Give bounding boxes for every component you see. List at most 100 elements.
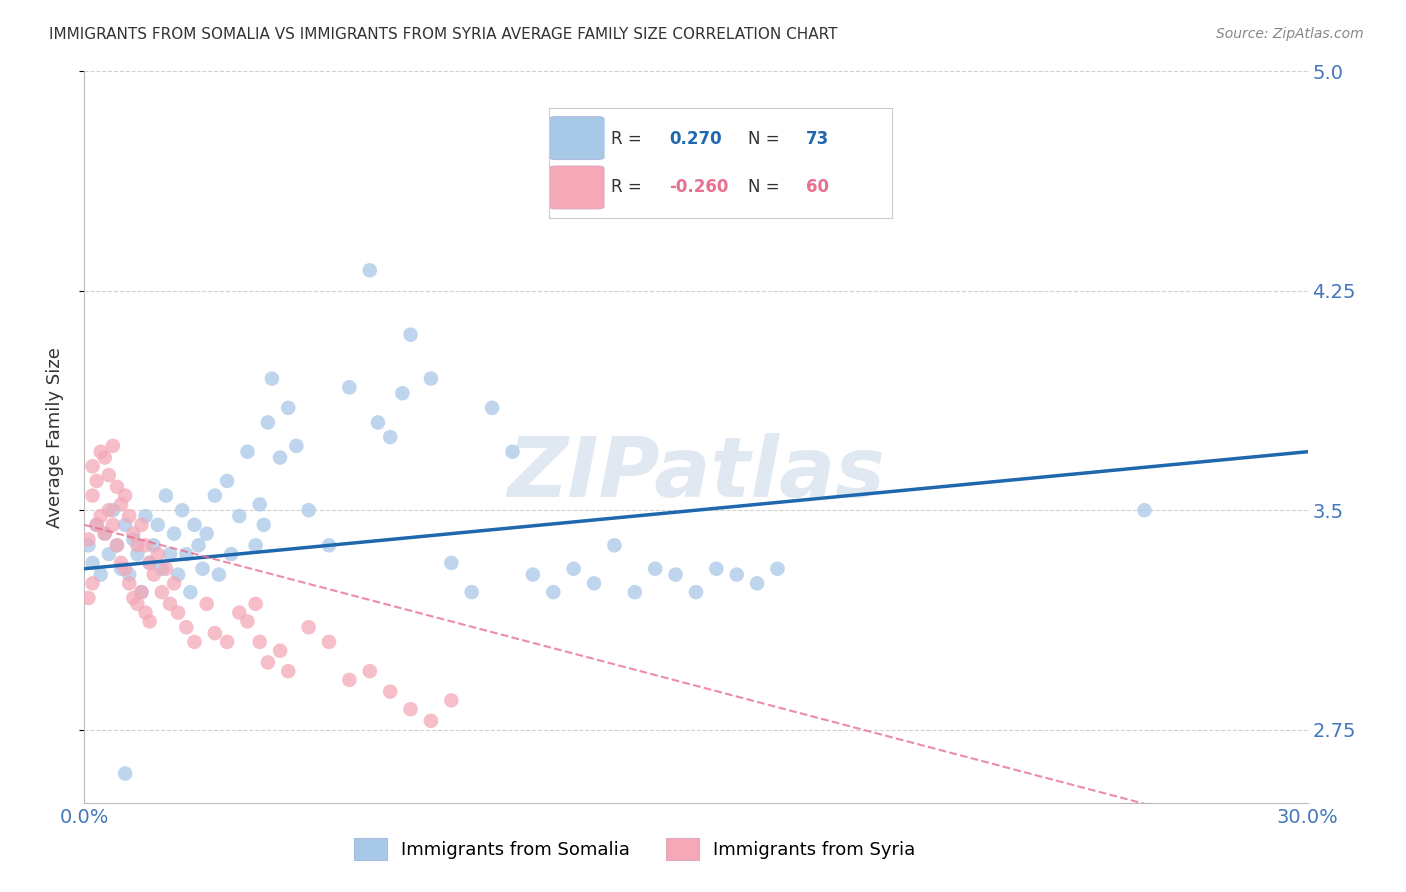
Point: [167, 567, 190, 582]
Point: [101, 517, 124, 532]
Point: [339, 380, 361, 394]
Point: [131, 517, 153, 532]
Point: [93, 526, 115, 541]
Point: [135, 606, 157, 620]
Point: [391, 386, 413, 401]
Point: [135, 509, 157, 524]
Point: [118, 567, 141, 582]
Point: [269, 450, 291, 465]
Point: [82, 459, 104, 474]
Point: [583, 576, 606, 591]
Point: [127, 597, 149, 611]
Point: [665, 567, 688, 582]
Point: [706, 562, 728, 576]
Point: [298, 620, 321, 634]
Point: [603, 538, 626, 552]
Point: [420, 714, 443, 728]
Point: [399, 702, 422, 716]
Point: [502, 444, 524, 458]
Point: [440, 693, 463, 707]
Point: [93, 450, 115, 465]
Point: [543, 585, 565, 599]
Point: [82, 576, 104, 591]
Point: [380, 430, 402, 444]
Point: [195, 526, 218, 541]
Point: [183, 635, 205, 649]
Text: ZIPatlas: ZIPatlas: [508, 434, 884, 514]
Point: [195, 597, 218, 611]
Point: [131, 585, 153, 599]
Point: [110, 497, 132, 511]
Legend: Immigrants from Somalia, Immigrants from Syria: Immigrants from Somalia, Immigrants from…: [347, 830, 922, 867]
Point: [163, 526, 186, 541]
Point: [217, 635, 239, 649]
Text: Source: ZipAtlas.com: Source: ZipAtlas.com: [1216, 27, 1364, 41]
Point: [245, 538, 267, 552]
Point: [97, 468, 120, 483]
Point: [101, 503, 124, 517]
Point: [318, 635, 340, 649]
Point: [118, 509, 141, 524]
Point: [138, 556, 160, 570]
Point: [114, 489, 136, 503]
Point: [77, 538, 100, 552]
Point: [1133, 503, 1156, 517]
Point: [93, 526, 115, 541]
Point: [260, 371, 283, 385]
Y-axis label: Average Family Size: Average Family Size: [45, 347, 63, 527]
Point: [150, 585, 173, 599]
Point: [204, 626, 226, 640]
Point: [114, 766, 136, 780]
Point: [277, 664, 299, 678]
Point: [146, 517, 169, 532]
Text: IMMIGRANTS FROM SOMALIA VS IMMIGRANTS FROM SYRIA AVERAGE FAMILY SIZE CORRELATION: IMMIGRANTS FROM SOMALIA VS IMMIGRANTS FR…: [49, 27, 838, 42]
Point: [298, 503, 321, 517]
Point: [138, 615, 160, 629]
Point: [725, 567, 748, 582]
Point: [110, 556, 132, 570]
Point: [142, 538, 165, 552]
Point: [135, 538, 157, 552]
Point: [285, 439, 308, 453]
Point: [461, 585, 484, 599]
Point: [150, 562, 173, 576]
Point: [245, 597, 267, 611]
Point: [82, 556, 104, 570]
Point: [339, 673, 361, 687]
Point: [217, 474, 239, 488]
Point: [269, 643, 291, 657]
Point: [236, 615, 259, 629]
Point: [481, 401, 503, 415]
Point: [105, 538, 128, 552]
Point: [236, 444, 259, 458]
Point: [82, 489, 104, 503]
Point: [624, 585, 647, 599]
Point: [179, 585, 201, 599]
Point: [105, 538, 128, 552]
Point: [155, 489, 177, 503]
Point: [155, 562, 177, 576]
Point: [191, 562, 214, 576]
Point: [257, 416, 280, 430]
Point: [359, 263, 381, 277]
Point: [183, 517, 205, 532]
Point: [138, 556, 160, 570]
Point: [187, 538, 209, 552]
Point: [440, 556, 463, 570]
Point: [118, 576, 141, 591]
Point: [159, 597, 181, 611]
Point: [562, 562, 585, 576]
Point: [249, 497, 271, 511]
Point: [644, 562, 666, 576]
Point: [114, 517, 136, 532]
Point: [97, 503, 120, 517]
Point: [257, 656, 280, 670]
Point: [249, 635, 271, 649]
Point: [174, 547, 197, 561]
Point: [399, 327, 422, 342]
Point: [228, 606, 250, 620]
Point: [122, 526, 145, 541]
Point: [172, 503, 194, 517]
Point: [86, 517, 108, 532]
Point: [105, 480, 128, 494]
